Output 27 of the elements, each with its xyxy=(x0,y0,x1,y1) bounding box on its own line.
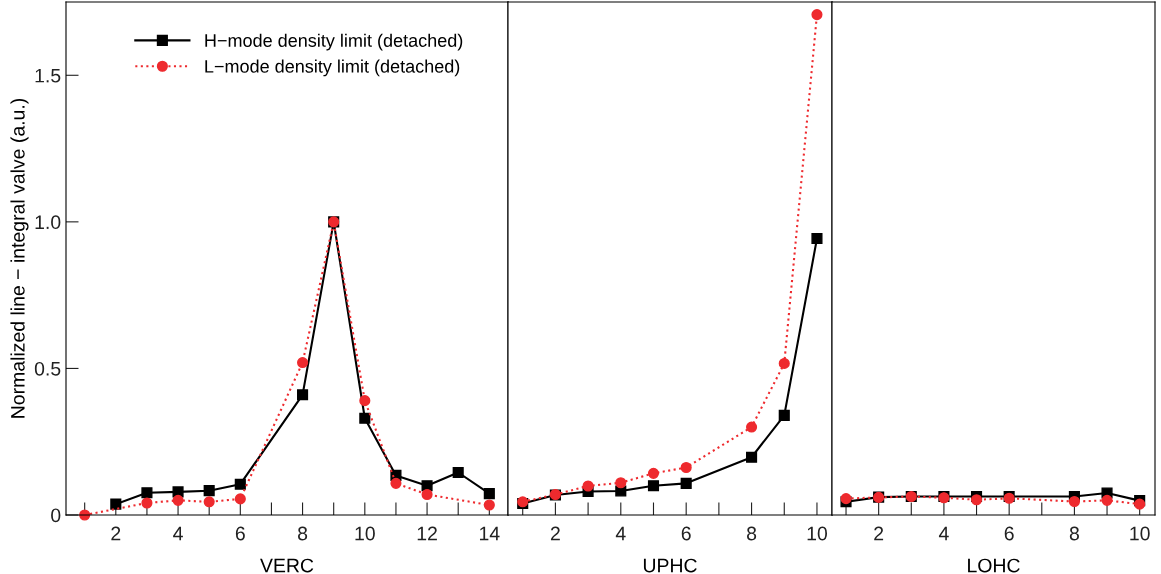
x-tick-label: 6 xyxy=(235,526,245,541)
x-tick-label: 8 xyxy=(1069,526,1079,541)
x-tick-label: 4 xyxy=(173,526,183,541)
x-tick-label: 12 xyxy=(417,526,437,541)
x-tick-label: 4 xyxy=(615,526,626,541)
y-tick-label: 0 xyxy=(51,508,61,523)
x-axis-title: LOHC xyxy=(968,558,1020,573)
legend-label: L−mode density limit (detached) xyxy=(205,59,460,77)
y-tick-label: 1.5 xyxy=(35,68,61,83)
x-tick-label: 10 xyxy=(355,526,375,541)
x-tick-label: 10 xyxy=(807,526,828,541)
y-tick-label: 1.0 xyxy=(35,215,61,230)
x-axis-title: VERC xyxy=(260,558,314,573)
x-tick-label: 2 xyxy=(874,526,884,541)
x-tick-label: 2 xyxy=(550,526,560,541)
x-tick-label: 2 xyxy=(111,526,121,541)
x-tick-label: 6 xyxy=(681,526,691,541)
x-axis-title: UPHC xyxy=(643,558,697,573)
x-tick-label: 8 xyxy=(298,526,308,541)
x-tick-label: 10 xyxy=(1130,526,1150,541)
y-tick-label: 0.5 xyxy=(34,361,61,376)
x-tick-label: 14 xyxy=(479,526,500,541)
x-tick-label: 4 xyxy=(938,526,949,541)
y-axis-title: Normalized line − integral valve (a.u.) xyxy=(10,98,29,418)
x-tick-label: 8 xyxy=(747,526,757,541)
legend-label: H−mode density limit (detached) xyxy=(205,33,463,51)
x-tick-label: 6 xyxy=(1004,526,1014,541)
